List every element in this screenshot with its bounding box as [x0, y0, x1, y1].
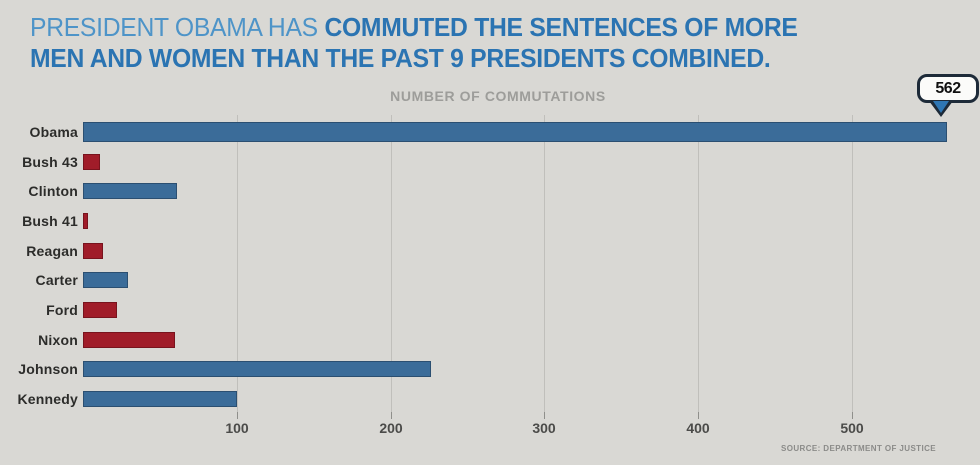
gridlines — [83, 115, 963, 412]
bar-kennedy — [83, 391, 237, 408]
chart-row-reagan: Reagan — [0, 236, 980, 266]
chart-row-carter: Carter — [0, 265, 980, 295]
row-label-bush-41: Bush 41 — [22, 212, 78, 229]
tick-mark-300 — [544, 412, 545, 419]
bar-reagan — [83, 242, 103, 259]
source-credit: SOURCE: DEPARTMENT OF JUSTICE — [780, 444, 936, 453]
tick-mark-100 — [237, 412, 238, 419]
gridline-400 — [698, 115, 699, 412]
row-label-johnson: Johnson — [18, 361, 78, 378]
chart-row-johnson: Johnson — [0, 355, 980, 385]
bar-nixon — [83, 331, 175, 348]
tick-label-100: 100 — [225, 420, 249, 436]
row-label-reagan: Reagan — [26, 242, 78, 259]
chart-axis-title: NUMBER OF COMMUTATIONS — [390, 88, 606, 104]
page-title: PRESIDENT OBAMA HAS COMMUTED THE SENTENC… — [30, 12, 798, 74]
row-label-nixon: Nixon — [38, 331, 78, 348]
row-label-carter: Carter — [35, 272, 78, 289]
bar-obama — [83, 121, 947, 142]
chart-row-bush-43: Bush 43 — [0, 147, 980, 177]
tick-label-200: 200 — [379, 420, 403, 436]
chart-row-obama: Obama — [0, 117, 980, 147]
title-bold-text-2: MEN AND WOMEN THAN THE PAST 9 PRESIDENTS… — [30, 43, 771, 73]
tick-label-500: 500 — [840, 420, 864, 436]
bar-rows: Obama Bush 43 Clinton Bush 41 Reagan Carter Fo… — [0, 117, 980, 414]
gridline-500 — [852, 115, 853, 412]
row-label-ford: Ford — [46, 301, 78, 318]
callout-bubble: 562 — [917, 74, 979, 103]
tick-mark-400 — [698, 412, 699, 419]
row-label-kennedy: Kennedy — [17, 391, 78, 408]
chart-row-bush-41: Bush 41 — [0, 206, 980, 236]
gridline-300 — [544, 115, 545, 412]
callout-pointer-icon — [933, 101, 949, 113]
chart-row-nixon: Nixon — [0, 325, 980, 355]
bar-ford — [83, 301, 117, 318]
row-label-bush-43: Bush 43 — [22, 153, 78, 170]
bar-carter — [83, 272, 128, 289]
tick-mark-500 — [852, 412, 853, 419]
x-axis: 100 200 300 400 500 — [83, 412, 963, 452]
row-label-clinton: Clinton — [28, 183, 78, 200]
bar-clinton — [83, 183, 177, 200]
tick-label-300: 300 — [532, 420, 556, 436]
title-lead-text: PRESIDENT OBAMA HAS — [30, 12, 318, 42]
title-bold-text-1: COMMUTED THE SENTENCES OF MORE — [324, 12, 798, 42]
gridline-100 — [237, 115, 238, 412]
chart-row-ford: Ford — [0, 295, 980, 325]
bar-bush-43 — [83, 153, 100, 170]
gridline-200 — [391, 115, 392, 412]
row-label-obama: Obama — [29, 123, 78, 140]
bar-johnson — [83, 361, 431, 378]
bar-bush-41 — [83, 212, 88, 229]
title-line-1: PRESIDENT OBAMA HAS COMMUTED THE SENTENC… — [30, 12, 798, 43]
tick-mark-200 — [391, 412, 392, 419]
title-line-2: MEN AND WOMEN THAN THE PAST 9 PRESIDENTS… — [30, 43, 798, 74]
chart-row-kennedy: Kennedy — [0, 384, 980, 414]
chart-row-clinton: Clinton — [0, 176, 980, 206]
tick-label-400: 400 — [686, 420, 710, 436]
